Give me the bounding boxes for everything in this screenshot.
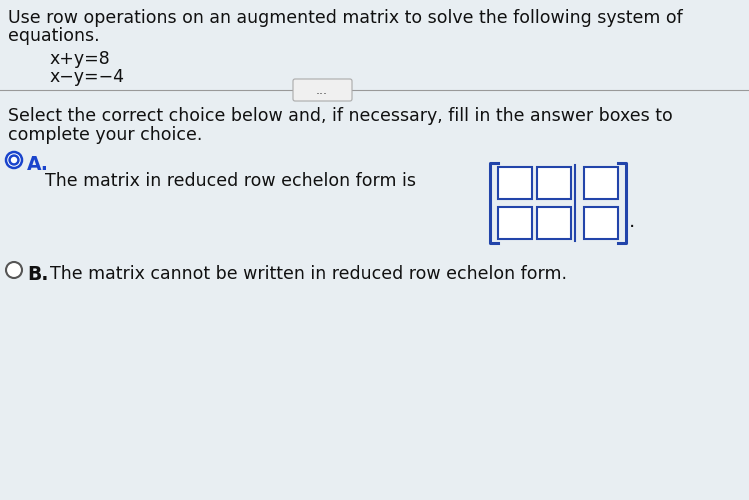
Bar [584,167,618,199]
Bar [498,207,532,239]
FancyBboxPatch shape [293,79,352,101]
Circle shape [6,262,22,278]
Text: B.: B. [27,265,49,284]
Circle shape [9,155,19,165]
Bar [498,167,532,199]
Circle shape [6,152,22,168]
Text: A.: A. [27,155,49,174]
Text: .: . [629,212,635,231]
Text: complete your choice.: complete your choice. [8,126,202,144]
Text: Use row operations on an augmented matrix to solve the following system of: Use row operations on an augmented matri… [8,9,683,27]
Text: x+y=8: x+y=8 [50,50,111,68]
Text: Select the correct choice below and, if necessary, fill in the answer boxes to: Select the correct choice below and, if … [8,107,673,125]
Text: equations.: equations. [8,27,100,45]
Text: x−y=−4: x−y=−4 [50,68,125,86]
Text: The matrix in reduced row echelon form is: The matrix in reduced row echelon form i… [45,172,416,190]
Text: The matrix cannot be written in reduced row echelon form.: The matrix cannot be written in reduced … [50,265,567,283]
Text: ...: ... [316,84,328,96]
Bar [537,167,571,199]
Bar [537,207,571,239]
Bar [584,207,618,239]
Circle shape [11,158,16,162]
